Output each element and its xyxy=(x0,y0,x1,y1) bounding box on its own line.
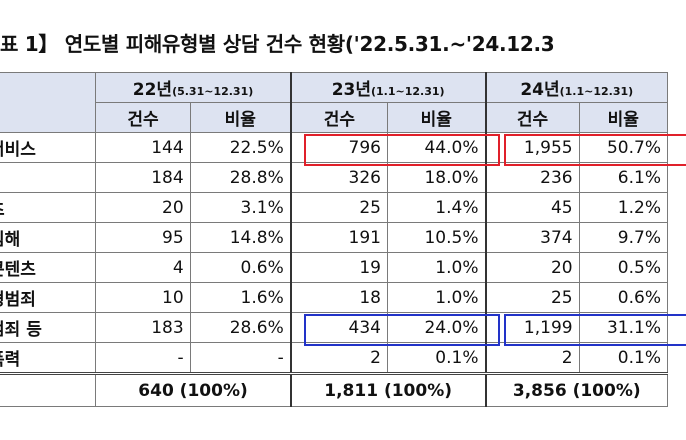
table-caption: 연도별 피해유형별 상담 건수 현황('22.5.31.~'24.12.3 xyxy=(64,32,555,56)
count-header: 건수 xyxy=(289,102,388,133)
ratio-23-cell: 0.1% xyxy=(386,342,487,374)
count-22-cell: 10 xyxy=(95,282,191,313)
ratio-22-cell: 22.5% xyxy=(189,132,292,163)
count-22-cell: 95 xyxy=(95,222,191,253)
count-23-cell: 18 xyxy=(289,282,388,313)
count-23-cell: 19 xyxy=(289,252,388,283)
ratio-24-cell: 9.7% xyxy=(578,222,669,253)
category-cell: 츠 xyxy=(0,192,97,223)
category-header xyxy=(0,72,97,133)
ratio-22-cell: - xyxy=(189,342,292,374)
count-24-cell: 20 xyxy=(484,252,580,283)
ratio-24-cell: 0.6% xyxy=(578,282,669,313)
category-cell: 서비스 xyxy=(0,132,97,163)
count-24-cell: 1,955 xyxy=(484,132,580,163)
count-22-cell: 184 xyxy=(95,162,191,193)
ratio-22-cell: 1.6% xyxy=(189,282,292,313)
ratio-22-cell: 14.8% xyxy=(189,222,292,253)
count-24-cell: 1,199 xyxy=(484,312,580,343)
count-24-cell: 25 xyxy=(484,282,580,313)
ratio-header: 비율 xyxy=(189,102,292,133)
count-24-cell: 236 xyxy=(484,162,580,193)
count-22-cell: 183 xyxy=(95,312,191,343)
ratio-24-cell: 0.5% xyxy=(578,252,669,283)
ratio-23-cell: 44.0% xyxy=(386,132,487,163)
count-23-cell: 191 xyxy=(289,222,388,253)
ratio-header: 비율 xyxy=(386,102,487,133)
ratio-22-cell: 28.8% xyxy=(189,162,292,193)
ratio-24-cell: 0.1% xyxy=(578,342,669,374)
category-cell: 콘텐츠 xyxy=(0,252,97,283)
category-cell: 침해 xyxy=(0,222,97,253)
table-row: 콘텐츠40.6%191.0%200.5% xyxy=(0,252,669,283)
year-24-header: 24년(1.1~12.31) xyxy=(484,72,668,103)
ratio-23-cell: 1.4% xyxy=(386,192,487,223)
ratio-24-cell: 1.2% xyxy=(578,192,669,223)
total-23-cell: 1,811 (100%) xyxy=(289,372,486,407)
count-22-cell: 144 xyxy=(95,132,191,163)
total-22-cell: 640 (100%) xyxy=(95,372,292,407)
ratio-23-cell: 1.0% xyxy=(386,252,487,283)
table-title: 표 1】 연도별 피해유형별 상담 건수 현황('22.5.31.~'24.12… xyxy=(0,28,555,57)
count-23-cell: 2 xyxy=(289,342,388,374)
count-23-cell: 434 xyxy=(289,312,388,343)
count-24-cell: 374 xyxy=(484,222,580,253)
ratio-23-cell: 24.0% xyxy=(386,312,487,343)
count-24-cell: 45 xyxy=(484,192,580,223)
count-22-cell: - xyxy=(95,342,191,374)
table-number: 표 1】 xyxy=(0,32,59,56)
count-23-cell: 25 xyxy=(289,192,388,223)
year-22-header: 22년(5.31~12.31) xyxy=(95,72,292,103)
count-header: 건수 xyxy=(484,102,580,133)
count-24-cell: 2 xyxy=(484,342,580,374)
table-row: 형범죄101.6%181.0%250.6% xyxy=(0,282,669,313)
category-cell: l xyxy=(0,162,97,193)
count-23-cell: 796 xyxy=(289,132,388,163)
ratio-24-cell: 31.1% xyxy=(578,312,669,343)
category-cell: 범죄 등 xyxy=(0,312,97,343)
count-23-cell: 326 xyxy=(289,162,388,193)
ratio-22-cell: 0.6% xyxy=(189,252,292,283)
count-22-cell: 20 xyxy=(95,192,191,223)
ratio-23-cell: 1.0% xyxy=(386,282,487,313)
ratio-23-cell: 10.5% xyxy=(386,222,487,253)
ratio-header: 비율 xyxy=(578,102,669,133)
header-row-metrics: 건수 비율 건수 비율 건수 비율 xyxy=(0,102,669,133)
header-row-years: 22년(5.31~12.31) 23년(1.1~12.31) 24년(1.1~1… xyxy=(0,72,668,133)
category-cell: 형범죄 xyxy=(0,282,97,313)
ratio-22-cell: 28.6% xyxy=(189,312,292,343)
table-row: 폭력--20.1%20.1% xyxy=(0,342,669,374)
ratio-24-cell: 6.1% xyxy=(578,162,669,193)
ratio-23-cell: 18.0% xyxy=(386,162,487,193)
year-23-header: 23년(1.1~12.31) xyxy=(289,72,486,103)
total-24-cell: 3,856 (100%) xyxy=(484,372,668,407)
count-22-cell: 4 xyxy=(95,252,191,283)
ratio-24-cell: 50.7% xyxy=(578,132,669,163)
total-label-cell xyxy=(0,372,97,407)
counseling-table: 22년(5.31~12.31) 23년(1.1~12.31) 24년(1.1~1… xyxy=(0,72,669,407)
count-header: 건수 xyxy=(95,102,191,133)
total-row: 640 (100%) 1,811 (100%) 3,856 (100%) xyxy=(0,372,668,407)
ratio-22-cell: 3.1% xyxy=(189,192,292,223)
category-cell: 폭력 xyxy=(0,342,97,374)
table-row: 츠203.1%251.4%451.2% xyxy=(0,192,669,223)
